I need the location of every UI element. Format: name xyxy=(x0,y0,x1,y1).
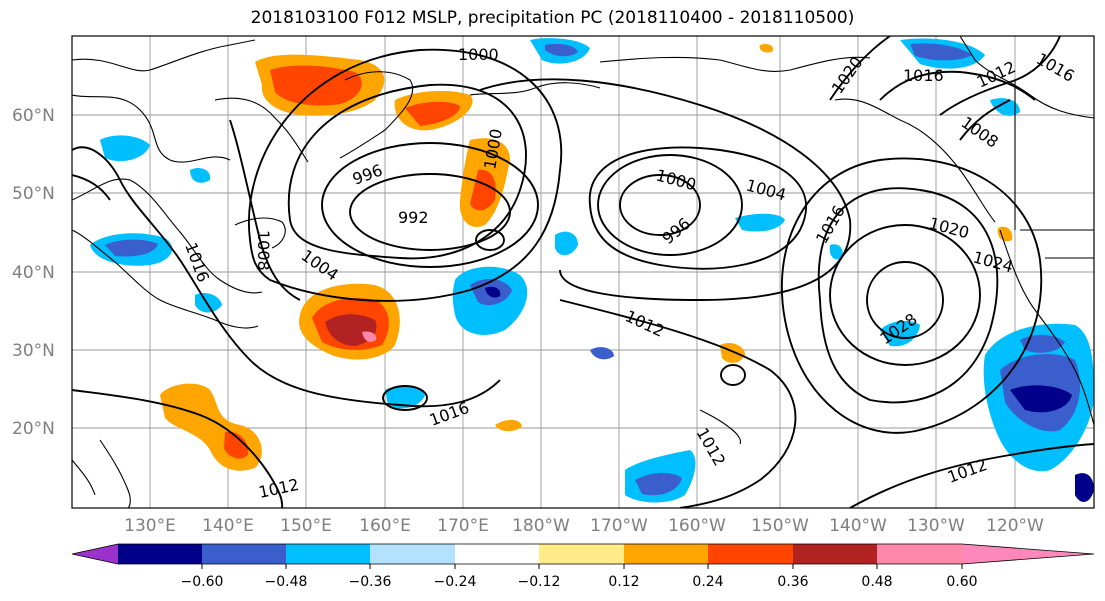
colorbar-segment xyxy=(455,544,540,564)
latitude-labels: 60°N 50°N 40°N 30°N 20°N xyxy=(12,106,55,439)
colorbar-segment xyxy=(539,544,625,564)
precip-shading xyxy=(90,38,1094,503)
lon-label: 130°W xyxy=(907,516,965,536)
colorbar-segment xyxy=(370,544,456,564)
isobar-1028 xyxy=(866,261,944,339)
isobar-1000-east xyxy=(597,154,743,256)
isobars xyxy=(72,36,1094,508)
isobar-1000-west xyxy=(287,83,527,260)
colorbar-segment xyxy=(118,544,203,564)
isobar-996-east xyxy=(619,174,701,236)
isobar-1024 xyxy=(829,224,981,366)
colorbar: −0.60 −0.48 −0.36 −0.24 −0.12 0.12 0.24 … xyxy=(71,543,1095,590)
isobar-small-ring xyxy=(475,229,505,251)
colorbar-segment xyxy=(708,544,794,564)
isobar-label: 1008 xyxy=(254,230,273,271)
isobar-1008-west xyxy=(229,119,301,301)
isobar-996-west xyxy=(321,142,539,268)
colorbar-segment xyxy=(793,544,878,564)
lat-label: 20°N xyxy=(12,419,55,439)
colorbar-ticks xyxy=(201,564,963,569)
colorbar-tick-label: −0.36 xyxy=(349,574,392,590)
lat-label: 60°N xyxy=(12,106,55,126)
isobar-1016-north xyxy=(879,70,1036,101)
lon-label: 170°E xyxy=(437,516,489,536)
lat-label: 30°N xyxy=(12,341,55,361)
colorbar-tick-label: 0.36 xyxy=(777,574,808,590)
colorbar-tick-label: 0.60 xyxy=(946,574,977,590)
isobar-1016-west xyxy=(72,146,501,408)
isobar-1020 xyxy=(817,187,999,404)
lon-label: 140°W xyxy=(829,516,887,536)
lon-label: 160°W xyxy=(668,516,726,536)
colorbar-left-extension xyxy=(72,544,118,564)
isobar-1004-west xyxy=(248,48,563,302)
isobar-1016-east xyxy=(780,157,1043,434)
lon-label: 150°W xyxy=(751,516,809,536)
isobar-label: 1000 xyxy=(458,45,499,64)
colorbar-segment xyxy=(624,544,709,564)
isobar-1012-east xyxy=(559,299,797,508)
colorbar-segment xyxy=(286,544,371,564)
colorbar-tick-label: −0.12 xyxy=(518,574,561,590)
lat-label: 50°N xyxy=(12,184,55,204)
isobar-1020-north xyxy=(829,36,891,101)
isobar-1012-small xyxy=(720,364,746,386)
lon-label: 150°E xyxy=(280,516,332,536)
longitude-labels: 130°E 140°E 150°E 160°E 170°E 180°W 170°… xyxy=(124,516,1044,536)
isobar-1008-central xyxy=(479,78,852,301)
lon-label: 120°W xyxy=(986,516,1044,536)
colorbar-tick-label: 0.12 xyxy=(608,574,639,590)
isobar-1008-north xyxy=(959,99,1011,141)
isobar-1012-southeast xyxy=(849,443,1094,508)
colorbar-tick-label: −0.60 xyxy=(181,574,224,590)
colorbar-tick-label: 0.24 xyxy=(692,574,723,590)
isobar-1004-east xyxy=(588,146,807,270)
lon-label: 130°E xyxy=(124,516,176,536)
colorbar-right-extension xyxy=(962,544,1094,564)
plot-frame xyxy=(71,35,1095,509)
map-title: 2018103100 F012 MSLP, precipitation PC (… xyxy=(250,8,855,28)
isobar-1012-north xyxy=(939,36,1061,116)
isobar-1016-small xyxy=(382,385,428,411)
coastlines xyxy=(72,36,1094,508)
isobar-1012-west xyxy=(72,389,284,508)
isobar-label: 1016 xyxy=(903,66,944,85)
isobar-1020-west xyxy=(72,174,111,201)
isobar-label: 992 xyxy=(398,208,429,227)
colorbar-tick-label: 0.48 xyxy=(861,574,892,590)
colorbar-segment xyxy=(877,544,963,564)
lon-label: 160°E xyxy=(359,516,411,536)
colorbar-segment xyxy=(202,544,287,564)
lon-label: 170°W xyxy=(590,516,648,536)
colorbar-tick-label: −0.24 xyxy=(434,574,477,590)
lon-label: 140°E xyxy=(202,516,254,536)
lat-label: 40°N xyxy=(12,263,55,283)
colorbar-tick-label: −0.48 xyxy=(265,574,308,590)
lon-label: 180°W xyxy=(512,516,570,536)
